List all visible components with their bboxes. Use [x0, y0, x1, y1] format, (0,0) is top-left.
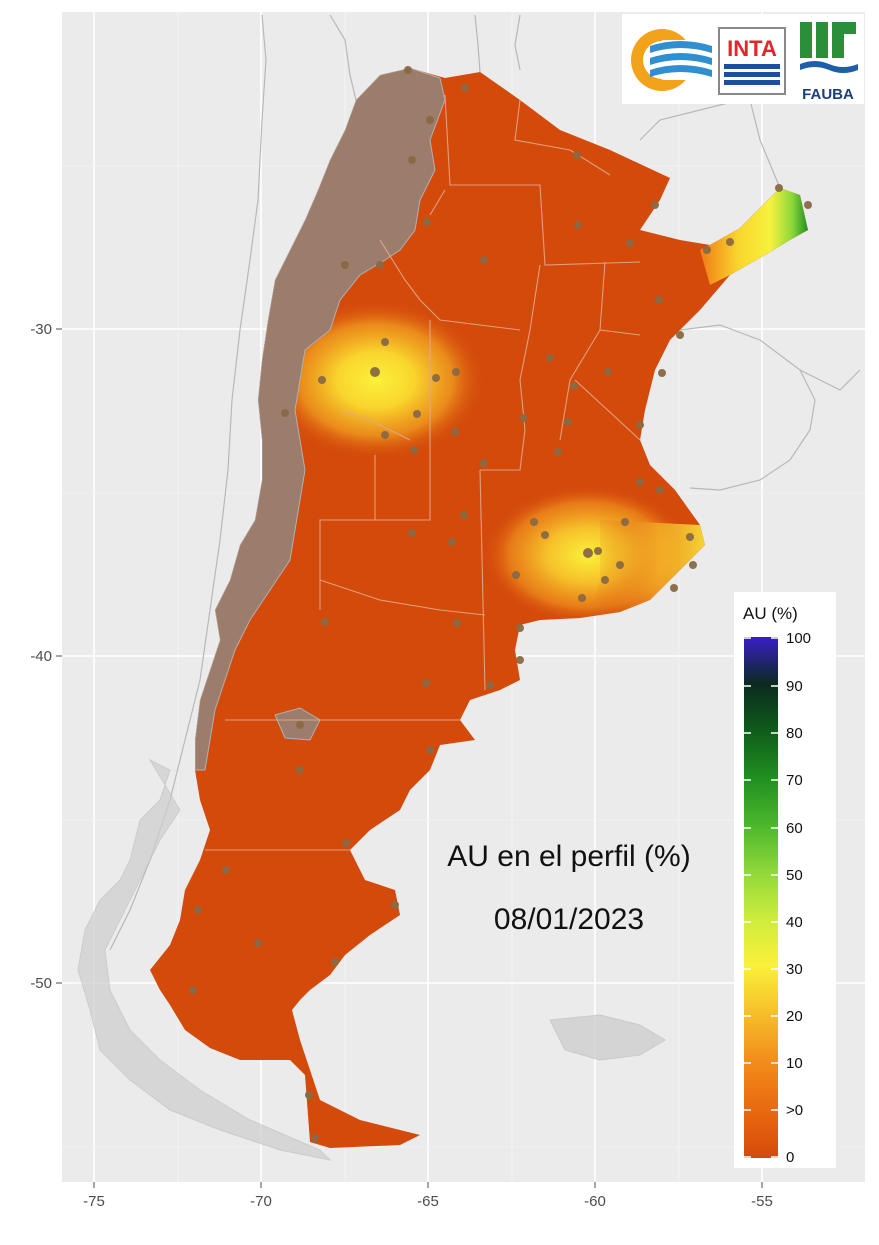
legend-label: 100 — [786, 630, 811, 647]
weather-stations — [189, 66, 812, 1142]
inta-logo-text: INTA — [727, 36, 777, 61]
legend-label: 70 — [786, 772, 803, 789]
wet-area-bs-as-coast — [590, 520, 705, 615]
chile-coast — [77, 758, 666, 1161]
x-tick-label: -75 — [83, 1193, 105, 1210]
y-tick-label: -50 — [30, 975, 52, 992]
logos-panel: INTA FAUBA — [622, 14, 864, 104]
map-title: AU en el perfil (%) — [447, 840, 690, 873]
legend-label: 10 — [786, 1055, 803, 1072]
legend-label: 50 — [786, 867, 803, 884]
y-tick-label: -30 — [30, 321, 52, 338]
conae-logo-icon — [631, 29, 712, 91]
x-tick-label: -70 — [250, 1193, 272, 1210]
x-tick-label: -60 — [584, 1193, 606, 1210]
y-axis: -30 -40 -50 — [30, 321, 62, 992]
legend-label: 80 — [786, 725, 803, 742]
legend-label: 30 — [786, 961, 803, 978]
legend-title: AU (%) — [743, 604, 798, 623]
map-date: 08/01/2023 — [494, 903, 644, 936]
fauba-logo-text: FAUBA — [802, 86, 854, 103]
wet-area-misiones — [700, 188, 808, 285]
legend-ticks — [744, 637, 778, 1158]
legend-color-bar — [744, 637, 778, 1158]
province-borders — [205, 94, 641, 851]
x-tick-label: -65 — [417, 1193, 439, 1210]
legend: AU (%) 100 90 80 70 60 50 40 30 20 10 >0… — [734, 592, 836, 1168]
inta-logo-icon: INTA — [718, 27, 786, 95]
legend-label: 40 — [786, 914, 803, 931]
legend-label: >0 — [786, 1102, 803, 1119]
legend-label: 20 — [786, 1008, 803, 1025]
x-axis: -75 -70 -65 -60 -55 — [83, 1182, 773, 1210]
fauba-logo-icon: FAUBA — [798, 20, 858, 103]
legend-label: 90 — [786, 678, 803, 695]
x-tick-label: -55 — [751, 1193, 773, 1210]
legend-label: 0 — [786, 1149, 794, 1166]
y-tick-label: -40 — [30, 648, 52, 665]
wet-area-cordoba — [266, 300, 486, 460]
legend-label: 60 — [786, 820, 803, 837]
